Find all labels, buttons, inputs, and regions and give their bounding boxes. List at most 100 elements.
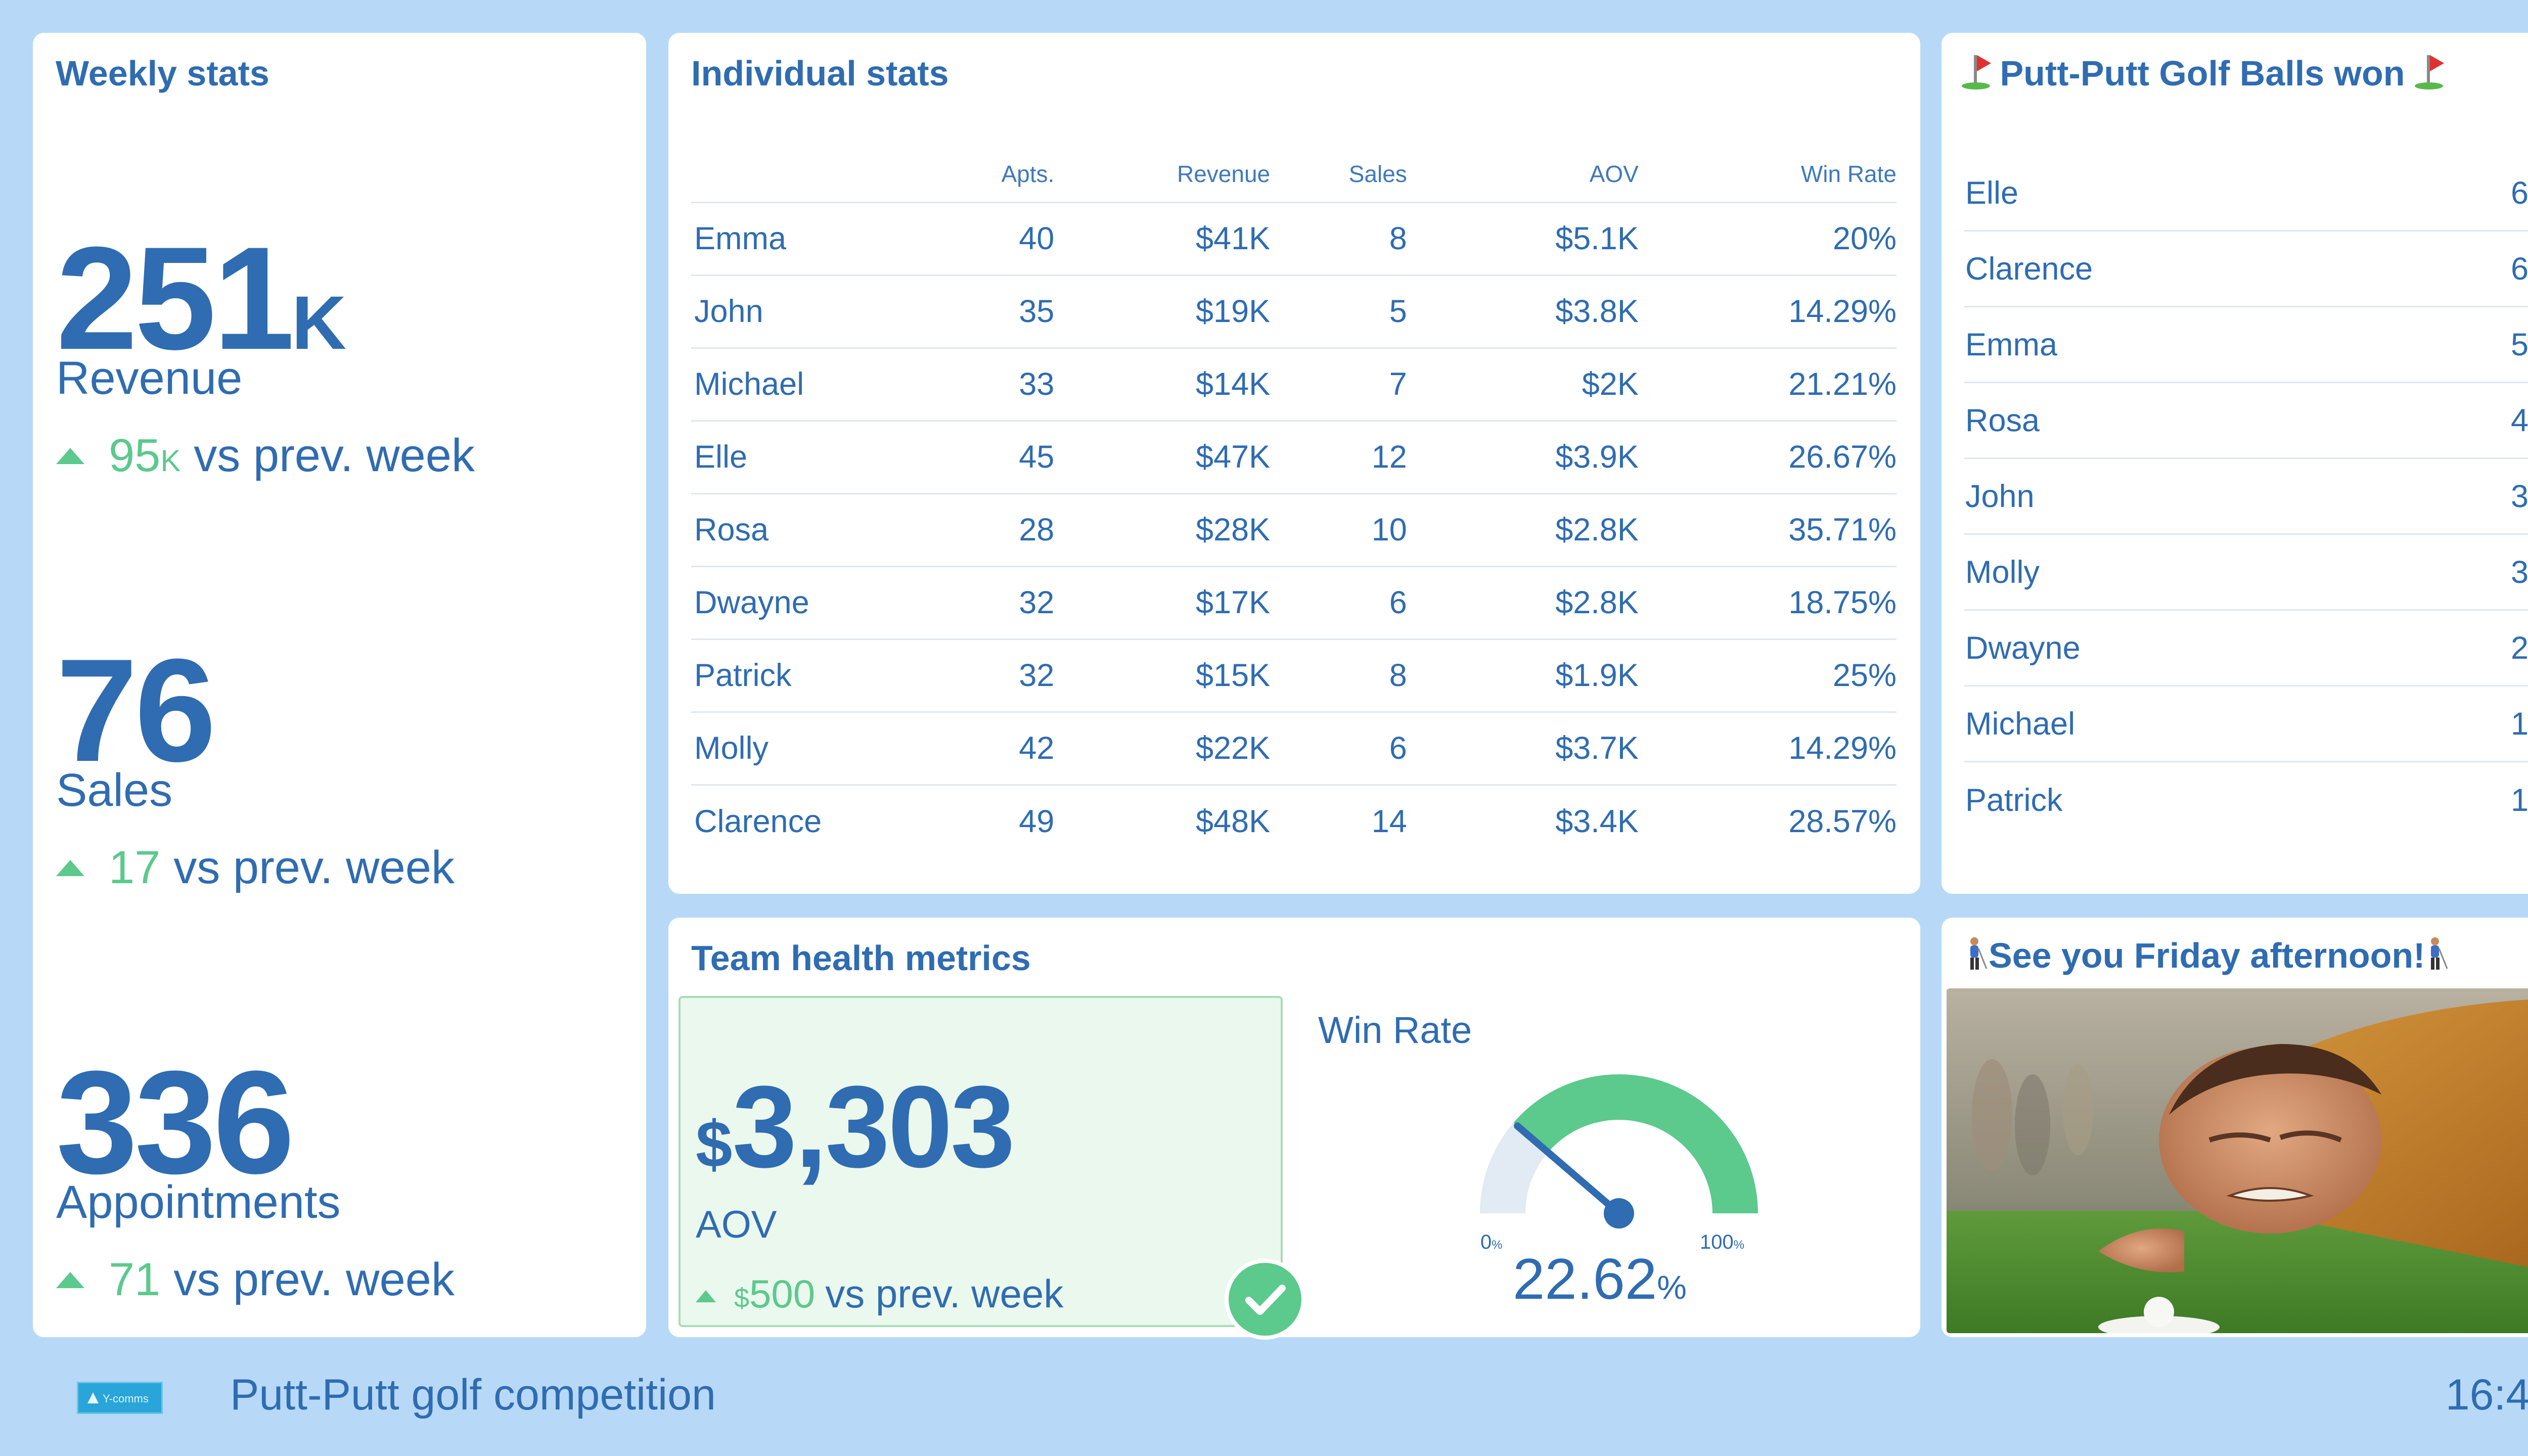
check-icon <box>1225 1259 1305 1340</box>
table-cell: 6 <box>1270 712 1407 786</box>
list-item-name: Rosa <box>1965 402 2040 438</box>
team-health-card: Team health metrics $3,303 AOV $500 vs p… <box>668 918 1920 1340</box>
golf-balls-title: Putt-Putt Golf Balls won <box>1962 53 2444 94</box>
table-cell: $15K <box>1054 639 1271 713</box>
gauge-min-label: 0% <box>1480 1231 1503 1253</box>
list-item-count: 6 <box>2510 175 2528 211</box>
table-cell: 8 <box>1270 639 1407 713</box>
table-cell: $17K <box>1054 566 1271 640</box>
revenue-value: 251K <box>56 216 347 380</box>
friday-photo-card: See you Friday afternoon! <box>1942 918 2528 1337</box>
footer-title: Putt-Putt golf competition <box>230 1371 716 1419</box>
sales-label: Sales <box>56 764 173 816</box>
table-row: Elle 45 $47K 12 $3.9K 26.67% <box>691 421 1897 494</box>
column-header: AOV <box>1407 147 1639 203</box>
table-cell: $41K <box>1054 202 1271 276</box>
table-cell-name: Clarence <box>694 803 822 839</box>
list-item-count: 6 <box>2510 251 2528 287</box>
list-item: Patrick 1 <box>1964 762 2528 838</box>
appointments-label: Appointments <box>56 1176 341 1228</box>
individual-stats-title: Individual stats <box>691 54 949 93</box>
logo-triangle-icon <box>87 1392 99 1403</box>
list-item-count: 3 <box>2510 478 2528 514</box>
win-rate-label: Win Rate <box>1318 1009 1472 1051</box>
up-arrow-icon <box>696 1290 716 1302</box>
table-cell: 18.75% <box>1638 566 1897 640</box>
list-item: Michael 1 <box>1964 687 2528 762</box>
table-row: Emma 40 $41K 8 $5.1K 20% <box>691 202 1897 276</box>
golf-balls-list: Elle 6 Clarence 6 Emma 5 Rosa 4 John 3 Molly 3 Dwayn… <box>1964 156 2528 838</box>
table-cell: 12 <box>1270 421 1407 494</box>
list-item-name: Dwayne <box>1965 630 2081 666</box>
table-cell-name: Patrick <box>691 639 918 713</box>
table-cell: $5.1K <box>1407 202 1639 276</box>
list-item-count: 4 <box>2510 402 2528 438</box>
gauge-needle <box>1514 1122 1622 1217</box>
table-cell-name: John <box>691 275 918 349</box>
weekly-stats-card: Weekly stats 251K Revenue 95K vs prev. w… <box>33 33 646 1337</box>
table-cell: $22K <box>1054 712 1271 786</box>
table-row: Molly 42 $22K 6 $3.7K 14.29% <box>691 712 1897 786</box>
table-row: Michael 33 $14K 7 $2K 21.21% <box>691 348 1897 422</box>
table-row: Dwayne 32 $17K 6 $2.8K 18.75% <box>691 566 1897 640</box>
table-cell: 14.29% <box>1638 275 1897 349</box>
table-cell: 7 <box>1270 348 1407 422</box>
table-cell: 35 <box>917 275 1055 349</box>
table-cell-name: Elle <box>691 421 918 494</box>
table-cell: 6 <box>1270 566 1407 640</box>
table-row: Clarence 49 $48K 14 $3.4K 28.57% <box>691 785 1897 857</box>
aov-panel: $3,303 AOV $500 vs prev. week <box>679 996 1283 1327</box>
team-health-title: Team health metrics <box>691 938 1031 978</box>
list-item-name: John <box>1965 478 2035 514</box>
individual-stats-table: Apts. Revenue Sales AOV Win Rate Emma 40 $… <box>691 147 1897 857</box>
table-cell: $2.8K <box>1407 566 1639 640</box>
list-item-name: Patrick <box>1965 783 2063 818</box>
table-cell: $1.9K <box>1407 639 1639 713</box>
sales-delta: 17 vs prev. week <box>56 844 455 891</box>
list-item-count: 3 <box>2510 554 2528 590</box>
clock: 16:45 <box>2445 1371 2528 1419</box>
table-cell: 14.29% <box>1638 712 1897 786</box>
list-item: Dwayne 2 <box>1964 611 2528 687</box>
sales-value: 76 <box>56 628 216 792</box>
list-item-name: Emma <box>1965 327 2058 362</box>
win-rate-gauge <box>1480 1074 1758 1228</box>
friday-photo-title: See you Friday afternoon! <box>1964 935 2449 976</box>
table-cell: 8 <box>1270 202 1407 276</box>
individual-stats-card: Individual stats Apts. Revenue Sales AOV… <box>668 33 1920 894</box>
up-arrow-icon <box>56 1272 84 1288</box>
list-item-name: Michael <box>1965 706 2075 742</box>
table-cell: $3.4K <box>1555 803 1639 839</box>
table-cell: 5 <box>1270 275 1407 349</box>
appointments-value: 336 <box>56 1040 295 1204</box>
golf-balls-card: Putt-Putt Golf Balls won Elle 6 Clarence 6 E… <box>1942 33 2528 894</box>
list-item-count: 1 <box>2510 706 2528 742</box>
table-cell: $19K <box>1054 275 1271 349</box>
table-cell: 28 <box>917 493 1055 567</box>
table-cell: $2K <box>1407 348 1639 422</box>
revenue-label: Revenue <box>56 352 243 404</box>
table-cell: $2.8K <box>1407 493 1639 567</box>
table-cell: 40 <box>917 202 1055 276</box>
golf-photo <box>1947 988 2528 1333</box>
golfer-icon <box>1964 936 1989 973</box>
aov-label: AOV <box>696 1203 777 1246</box>
list-item-name: Elle <box>1965 175 2019 211</box>
column-header: Sales <box>1270 147 1407 203</box>
table-cell: $3.9K <box>1407 421 1639 494</box>
table-row: Rosa 28 $28K 10 $2.8K 35.71% <box>691 493 1897 567</box>
gauge-fill <box>1513 1074 1758 1213</box>
list-item-count: 1 <box>2510 783 2528 818</box>
column-header <box>691 147 918 203</box>
table-cell: 28.57% <box>1788 803 1897 839</box>
list-item: Rosa 4 <box>1964 383 2528 459</box>
list-item-name: Molly <box>1965 554 2040 590</box>
win-rate-value: 22.62% <box>1513 1247 1687 1311</box>
up-arrow-icon <box>56 860 84 876</box>
table-header-row: Apts. Revenue Sales AOV Win Rate <box>691 147 1897 203</box>
table-cell-name: Emma <box>691 202 918 276</box>
revenue-stat: 251K <box>56 225 346 372</box>
table-cell: $3.7K <box>1407 712 1639 786</box>
table-cell: 32 <box>917 639 1055 713</box>
column-header: Win Rate <box>1638 147 1897 203</box>
